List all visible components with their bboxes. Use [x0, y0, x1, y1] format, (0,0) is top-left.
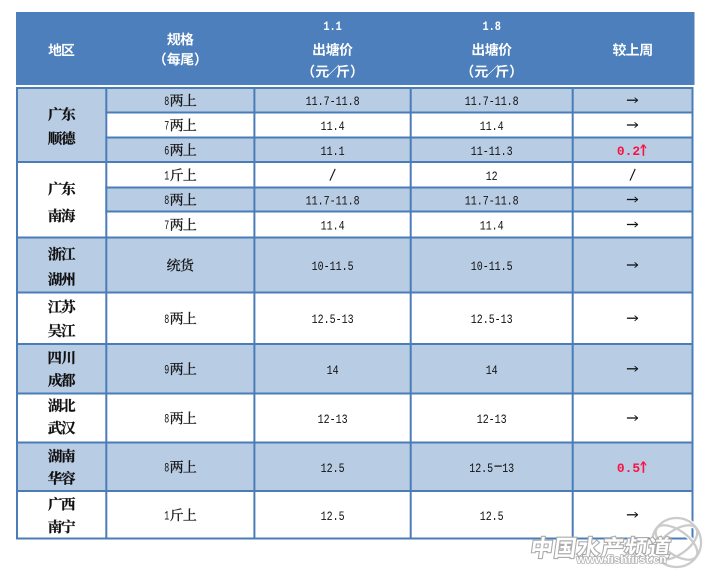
svg-text:11.4: 11.4 — [321, 220, 345, 234]
svg-text:11.7-11.8: 11.7-11.8 — [306, 195, 360, 209]
svg-text:12: 12 — [486, 170, 498, 184]
svg-text:8: 8 — [164, 194, 169, 208]
svg-text:10-11.5: 10-11.5 — [312, 260, 354, 274]
svg-text:12.5-13: 12.5-13 — [471, 313, 513, 327]
svg-text:13: 13 — [502, 462, 514, 476]
svg-text:11.4: 11.4 — [321, 120, 345, 134]
svg-text:1: 1 — [164, 509, 169, 523]
svg-text:1.8: 1.8 — [482, 20, 501, 34]
svg-text:7: 7 — [164, 120, 169, 134]
svg-text:12-13: 12-13 — [318, 413, 348, 427]
svg-text:0.5: 0.5 — [617, 461, 640, 476]
svg-text:12.5: 12.5 — [480, 510, 504, 524]
svg-text:6: 6 — [164, 144, 169, 158]
svg-text:1: 1 — [164, 169, 169, 183]
svg-text:11-11.3: 11-11.3 — [471, 145, 513, 159]
svg-text:12.5: 12.5 — [469, 462, 493, 476]
svg-text:11.7-11.8: 11.7-11.8 — [465, 195, 519, 209]
svg-text:11.7-11.8: 11.7-11.8 — [465, 95, 519, 109]
svg-text:12-13: 12-13 — [477, 413, 507, 427]
svg-text:8: 8 — [164, 461, 169, 475]
svg-text:12.5: 12.5 — [321, 510, 345, 524]
svg-text:12.5: 12.5 — [321, 462, 345, 476]
svg-text:www.fishfirst.cn: www.fishfirst.cn — [575, 554, 666, 566]
svg-text:11.4: 11.4 — [480, 120, 504, 134]
svg-text:12.5-13: 12.5-13 — [312, 313, 354, 327]
svg-text:11.1: 11.1 — [321, 145, 345, 159]
svg-text:8: 8 — [164, 413, 169, 427]
svg-text:11.4: 11.4 — [480, 220, 504, 234]
svg-text:11.7-11.8: 11.7-11.8 — [306, 95, 360, 109]
svg-text:14: 14 — [327, 364, 339, 378]
svg-text:9: 9 — [164, 363, 169, 377]
svg-text:0.2: 0.2 — [617, 144, 640, 159]
svg-text:1.1: 1.1 — [323, 20, 342, 34]
svg-text:8: 8 — [164, 313, 169, 327]
svg-text:7: 7 — [164, 219, 169, 233]
svg-text:8: 8 — [164, 95, 169, 109]
svg-text:14: 14 — [486, 364, 498, 378]
svg-text:10-11.5: 10-11.5 — [471, 260, 513, 274]
